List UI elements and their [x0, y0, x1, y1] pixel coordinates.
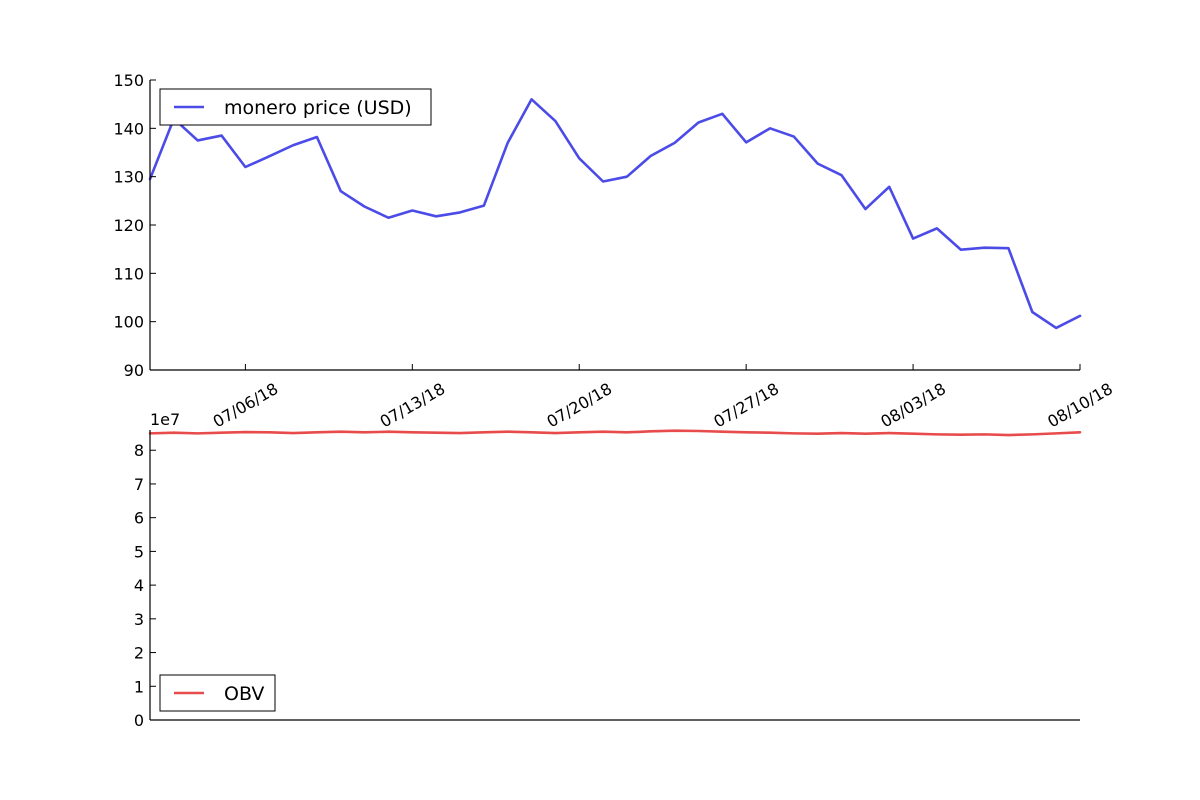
price-legend-box [159, 88, 432, 126]
obv-scale-label: 1e7 [150, 410, 180, 429]
obv-y-tick-label: 4 [134, 576, 144, 595]
price-series-line [148, 98, 1082, 330]
price-y-tick-label: 100 [113, 313, 144, 332]
obv-y-tick-label: 6 [134, 509, 144, 528]
price-y-tick-label: 120 [113, 216, 144, 235]
obv-y-tick-label: 5 [134, 542, 144, 561]
price-y-tick-label: 130 [113, 168, 144, 187]
obv-y-tick-label: 1 [134, 677, 144, 696]
price-series-group [148, 98, 1082, 330]
obv-y-tick-label: 3 [134, 610, 144, 629]
obv-series-line [148, 429, 1082, 437]
price-y-tick-label: 150 [113, 71, 144, 90]
obv-chart: 0 1 2 3 4 5 6 7 8 1e7 OBV [134, 410, 1082, 730]
obv-legend-label: OBV [224, 683, 264, 705]
price-y-tick-label: 140 [113, 119, 144, 138]
obv-axes: 0 1 2 3 4 5 6 7 8 [134, 430, 1080, 730]
obv-y-tick-label: 7 [134, 475, 144, 494]
price-legend: monero price (USD) [159, 88, 432, 126]
obv-y-tick-label: 2 [134, 644, 144, 663]
price-y-tick-label: 90 [124, 361, 144, 380]
price-y-tick-label: 110 [113, 264, 144, 283]
obv-y-tick-label: 8 [134, 441, 144, 460]
obv-series-group [148, 429, 1082, 437]
obv-y-tick-label: 0 [134, 711, 144, 730]
price-legend-label: monero price (USD) [224, 97, 412, 119]
obv-legend: OBV [159, 674, 276, 712]
